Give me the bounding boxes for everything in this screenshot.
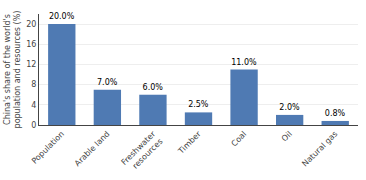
svg-text:4: 4 xyxy=(31,101,36,110)
svg-text:Coal: Coal xyxy=(229,129,248,148)
svg-text:7.0%: 7.0% xyxy=(97,78,118,87)
svg-text:China's share of the world'spo: China's share of the world'spopulation a… xyxy=(3,11,22,129)
svg-text:20: 20 xyxy=(26,20,36,29)
svg-text:Natural gas: Natural gas xyxy=(300,129,339,168)
svg-text:16: 16 xyxy=(26,40,36,49)
svg-text:2.0%: 2.0% xyxy=(279,103,300,112)
svg-text:0: 0 xyxy=(31,121,36,130)
svg-text:2.5%: 2.5% xyxy=(188,100,209,109)
svg-text:Freshwaterresources: Freshwaterresources xyxy=(120,129,165,174)
svg-text:Timber: Timber xyxy=(176,129,203,156)
svg-text:0.8%: 0.8% xyxy=(325,109,346,118)
svg-text:6.0%: 6.0% xyxy=(143,83,164,92)
svg-text:Oil: Oil xyxy=(280,129,294,143)
svg-text:Arable land: Arable land xyxy=(73,129,112,168)
svg-text:11.0%: 11.0% xyxy=(231,58,257,67)
svg-text:8: 8 xyxy=(31,80,36,89)
svg-text:Population: Population xyxy=(30,129,66,165)
svg-text:20.0%: 20.0% xyxy=(49,12,75,21)
svg-text:12: 12 xyxy=(26,60,36,69)
